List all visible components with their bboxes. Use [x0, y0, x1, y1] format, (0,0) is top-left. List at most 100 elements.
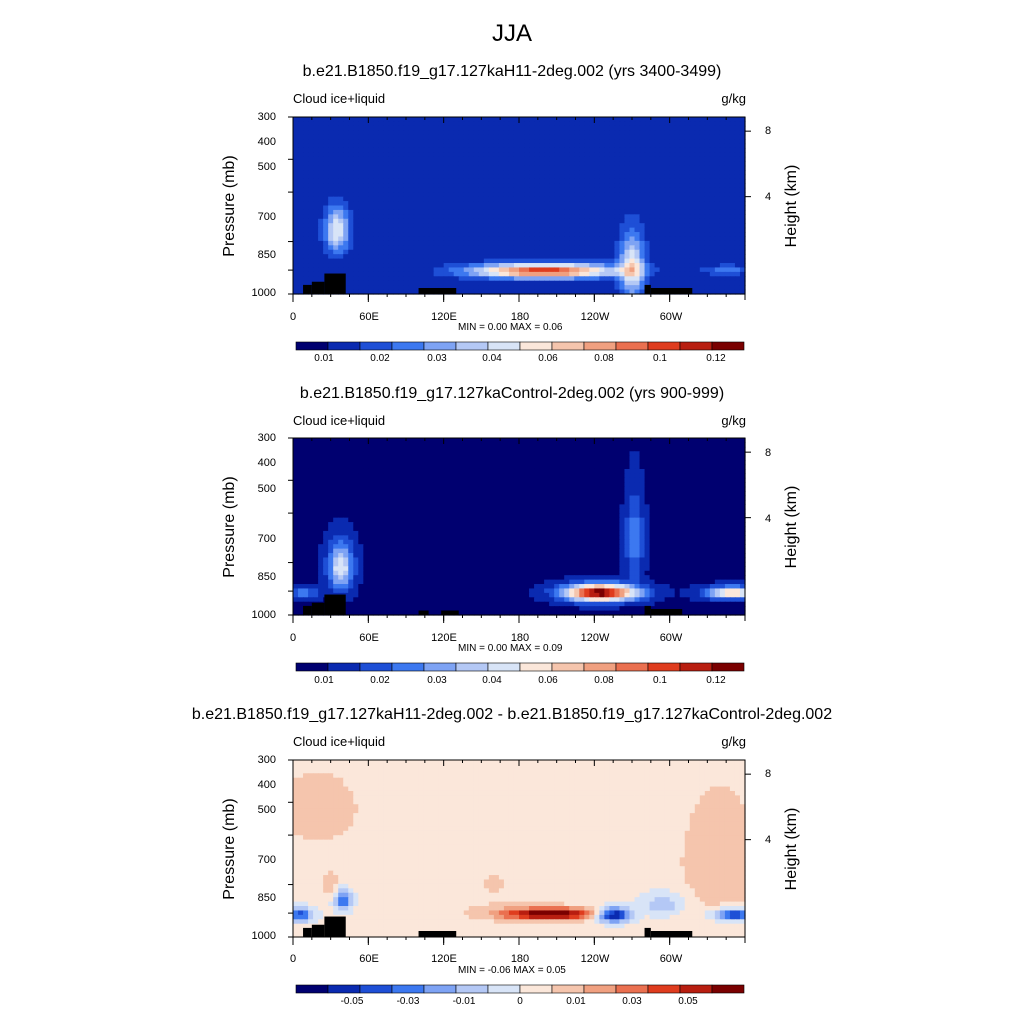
contour-cell: [724, 477, 731, 483]
contour-cell: [714, 134, 721, 140]
contour-cell: [373, 451, 379, 457]
contour-cell: [328, 227, 334, 233]
contour-cell: [719, 214, 726, 220]
contour-cell: [589, 227, 595, 233]
contour-cell: [734, 442, 741, 448]
contour-cell: [468, 165, 475, 171]
contour-cell: [619, 223, 626, 229]
contour-cell: [619, 125, 626, 131]
contour-cell: [684, 263, 691, 269]
contour-cell: [634, 482, 641, 488]
contour-cell: [503, 152, 510, 158]
contour-cell: [739, 130, 746, 136]
contour-cell: [468, 214, 475, 220]
contour-cell: [428, 223, 435, 229]
contour-cell: [308, 245, 314, 251]
contour-cell: [363, 178, 369, 184]
contour-cell: [393, 156, 400, 162]
contour-cell: [589, 143, 595, 149]
contour-cell: [719, 285, 726, 291]
contour-cell: [463, 209, 470, 215]
contour-cell: [308, 491, 314, 497]
contour-cell: [498, 240, 505, 246]
contour-cell: [448, 495, 455, 501]
contour-cell: [694, 117, 701, 123]
contour-cell: [478, 152, 485, 158]
contour-cell: [604, 468, 610, 474]
contour-cell: [609, 464, 616, 470]
contour-cell: [458, 240, 465, 246]
contour-cell: [684, 218, 691, 224]
contour-cell: [448, 285, 455, 291]
contour-cell: [569, 218, 575, 224]
contour-cell: [418, 152, 425, 158]
contour-cell: [328, 455, 334, 461]
contour-cell: [609, 170, 616, 176]
contour-cell: [639, 455, 646, 461]
contour-cell: [644, 174, 651, 180]
contour-cell: [393, 152, 400, 158]
contour-cell: [719, 276, 726, 282]
contour-cell: [433, 491, 440, 497]
contour-cell: [579, 174, 585, 180]
contour-cell: [629, 486, 636, 492]
contour-cell: [519, 139, 525, 145]
contour-cell: [493, 468, 500, 474]
contour-cell: [684, 125, 691, 131]
contour-cell: [729, 223, 736, 229]
contour-cell: [679, 236, 686, 242]
contour-cell: [659, 464, 666, 470]
contour-cell: [654, 285, 661, 291]
contour-cell: [594, 240, 600, 246]
contour-cell: [373, 223, 379, 229]
contour-cell: [704, 205, 711, 211]
contour-cell: [594, 170, 600, 176]
contour-cell: [383, 152, 390, 158]
contour-cell: [559, 460, 565, 466]
contour-cell: [694, 263, 701, 269]
contour-cell: [453, 258, 460, 264]
contour-cell: [318, 227, 324, 233]
contour-cell: [654, 174, 661, 180]
contour-cell: [363, 289, 369, 295]
contour-cell: [318, 192, 324, 198]
contour-cell: [539, 165, 545, 171]
contour-cell: [478, 156, 485, 162]
contour-cell: [328, 263, 334, 269]
contour-cell: [584, 451, 590, 457]
contour-cell: [609, 249, 616, 255]
contour-cell: [679, 258, 686, 264]
contour-cell: [724, 147, 731, 153]
contour-cell: [639, 218, 646, 224]
contour-cell: [559, 134, 565, 140]
contour-cell: [564, 130, 570, 136]
contour-cell: [483, 446, 490, 452]
contour-cell: [298, 232, 304, 238]
contour-cell: [293, 170, 299, 176]
contour-cell: [604, 442, 610, 448]
contour-cell: [323, 227, 329, 233]
contour-cell: [529, 263, 535, 269]
contour-cell: [634, 285, 641, 291]
contour-cell: [458, 289, 465, 295]
contour-cell: [318, 446, 324, 452]
contour-cell: [579, 254, 585, 260]
contour-cell: [403, 258, 410, 264]
contour-cell: [368, 174, 374, 180]
contour-cell: [323, 209, 329, 215]
contour-cell: [569, 491, 575, 497]
contour-cell: [739, 236, 746, 242]
contour-cell: [488, 227, 495, 233]
contour-cell: [674, 201, 681, 207]
contour-cell: [443, 468, 450, 474]
contour-cell: [534, 271, 540, 277]
contour-cell: [689, 232, 696, 238]
contour-cell: [519, 271, 525, 277]
contour-cell: [579, 276, 585, 282]
contour-cell: [629, 258, 636, 264]
contour-cell: [599, 249, 605, 255]
contour-cell: [524, 218, 530, 224]
contour-cell: [559, 143, 565, 149]
contour-cell: [654, 183, 661, 189]
contour-cell: [614, 174, 621, 180]
